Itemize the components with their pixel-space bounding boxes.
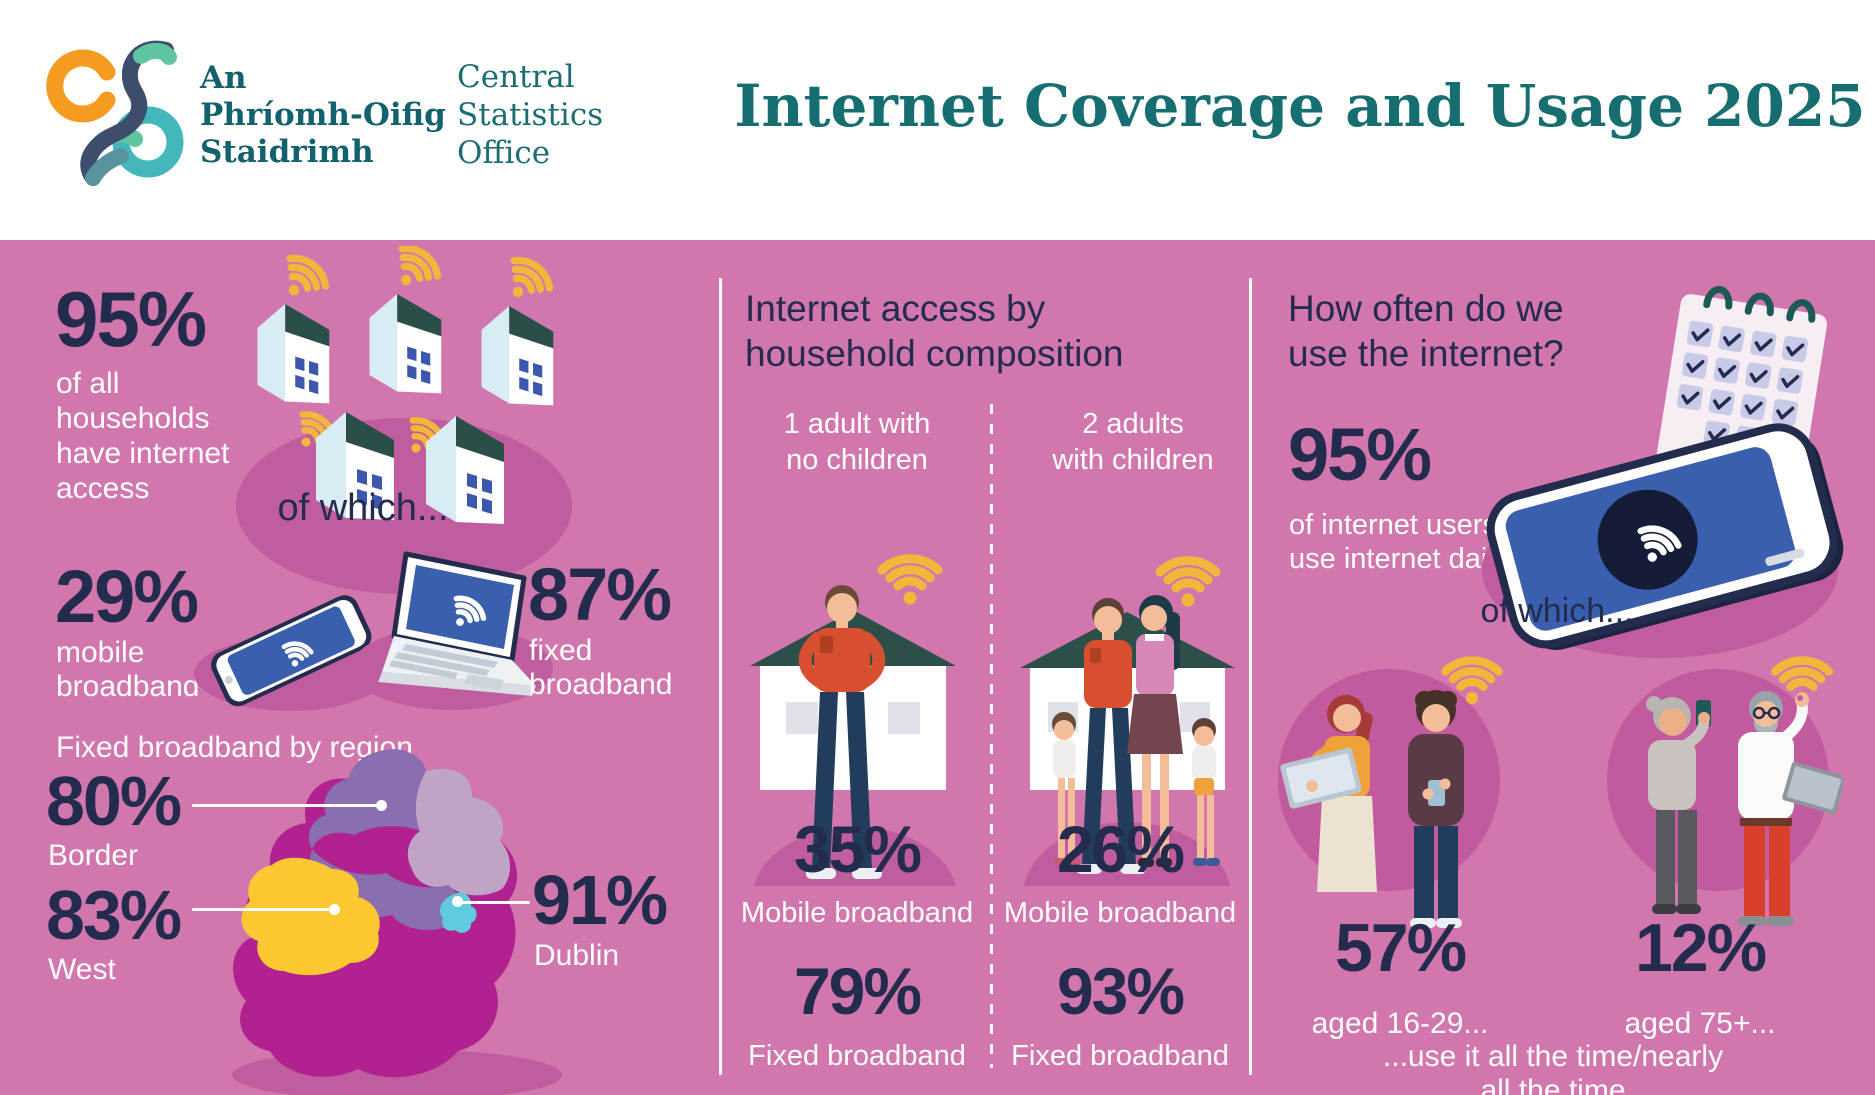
- callout-line-west: [192, 908, 334, 911]
- stat-dublin-label: Dublin: [534, 939, 620, 972]
- laptop-icon: [1280, 747, 1362, 809]
- family-illustration: [1020, 486, 1235, 886]
- smartphone-icon: [1486, 423, 1844, 650]
- wifi-icon: [882, 559, 938, 605]
- stat-west-label: West: [48, 953, 116, 986]
- stat-age-young-value: 57%: [1334, 910, 1467, 986]
- stat-age-young-label: aged 16-29...: [1311, 1007, 1489, 1040]
- middle-section-title: Internet access by household composition: [745, 288, 1124, 374]
- stat-fixed-label: fixed broadband: [529, 634, 673, 701]
- wifi-icon: [385, 246, 443, 298]
- region-section-title: Fixed broadband by region: [56, 731, 413, 764]
- smartphone-icon: [194, 595, 386, 711]
- laptop-icon: [351, 551, 553, 710]
- right-footer-note: ...use it all the time/nearly all the ti…: [1382, 1040, 1724, 1095]
- stat-daily-value: 95%: [1288, 413, 1432, 496]
- left-of-which-label: of which...: [277, 487, 449, 529]
- divider-right: [1249, 278, 1252, 1075]
- stat-1adult-mobile-label: Mobile broadband: [740, 897, 974, 929]
- stat-1adult-mobile-value: 35%: [793, 812, 922, 886]
- stat-dublin-value: 91%: [532, 861, 668, 939]
- single-adult-illustration: [750, 486, 956, 886]
- group-1adult-name: 1 adult with no children: [783, 408, 931, 476]
- page-title: Internet Coverage and Usage 2025: [734, 72, 1866, 140]
- logo-text-irish: An Phríomh-Oifig Staidrimh: [200, 60, 446, 170]
- stat-border-label: Border: [48, 839, 139, 872]
- logo-text-english: Central Statistics Office: [457, 59, 604, 171]
- wifi-icon: [1160, 561, 1216, 607]
- map-region-west: [241, 857, 380, 976]
- stat-age-older-value: 12%: [1634, 910, 1767, 986]
- divider-left: [719, 278, 722, 1075]
- stat-households-label: of all households have internet access: [56, 367, 230, 505]
- stat-mobile-value: 29%: [55, 555, 199, 638]
- stat-fixed-value: 87%: [528, 553, 672, 636]
- stat-2adults-mobile-label: Mobile broadband: [1003, 897, 1237, 929]
- stat-2adults-fixed-label: Fixed broadband: [1011, 1040, 1229, 1072]
- callout-line-dublin: [458, 901, 530, 904]
- stat-2adults-fixed-value: 93%: [1056, 954, 1185, 1028]
- wifi-icon: [273, 251, 331, 308]
- right-of-which-label: of which...: [1480, 592, 1634, 630]
- wifi-icon: [497, 253, 555, 310]
- phone-calendar-illustration: [1482, 286, 1844, 658]
- stat-1adult-fixed-value: 79%: [793, 954, 922, 1028]
- houses-wifi-illustration: [236, 246, 572, 594]
- map-region-border: [308, 749, 426, 849]
- callout-dot-dublin: [452, 896, 463, 907]
- house-roof: [1020, 612, 1235, 668]
- stat-mobile-label: mobile broadband: [56, 636, 200, 703]
- stat-2adults-mobile-value: 26%: [1056, 812, 1185, 886]
- divider-dashed: [990, 404, 993, 1068]
- stat-age-older-label: aged 75+...: [1624, 1007, 1776, 1040]
- group-2adults-name: 2 adults with children: [1052, 408, 1214, 476]
- stat-border-value: 80%: [46, 762, 182, 840]
- right-section-title: How often do we use the internet?: [1288, 288, 1564, 374]
- callout-dot-west: [329, 904, 340, 915]
- stat-west-value: 83%: [46, 876, 182, 954]
- stat-1adult-fixed-label: Fixed broadband: [748, 1040, 966, 1072]
- ireland-map: [232, 749, 562, 1095]
- young-users-illustration: [1278, 638, 1511, 928]
- stat-households-value: 95%: [55, 275, 207, 363]
- laptop-icon: [1782, 761, 1843, 815]
- map-region-northern-ireland: [407, 768, 511, 896]
- callout-line-border: [192, 804, 380, 807]
- older-users-illustration: [1607, 638, 1843, 926]
- cso-logo-icon: [46, 40, 184, 186]
- callout-dot-border: [376, 800, 387, 811]
